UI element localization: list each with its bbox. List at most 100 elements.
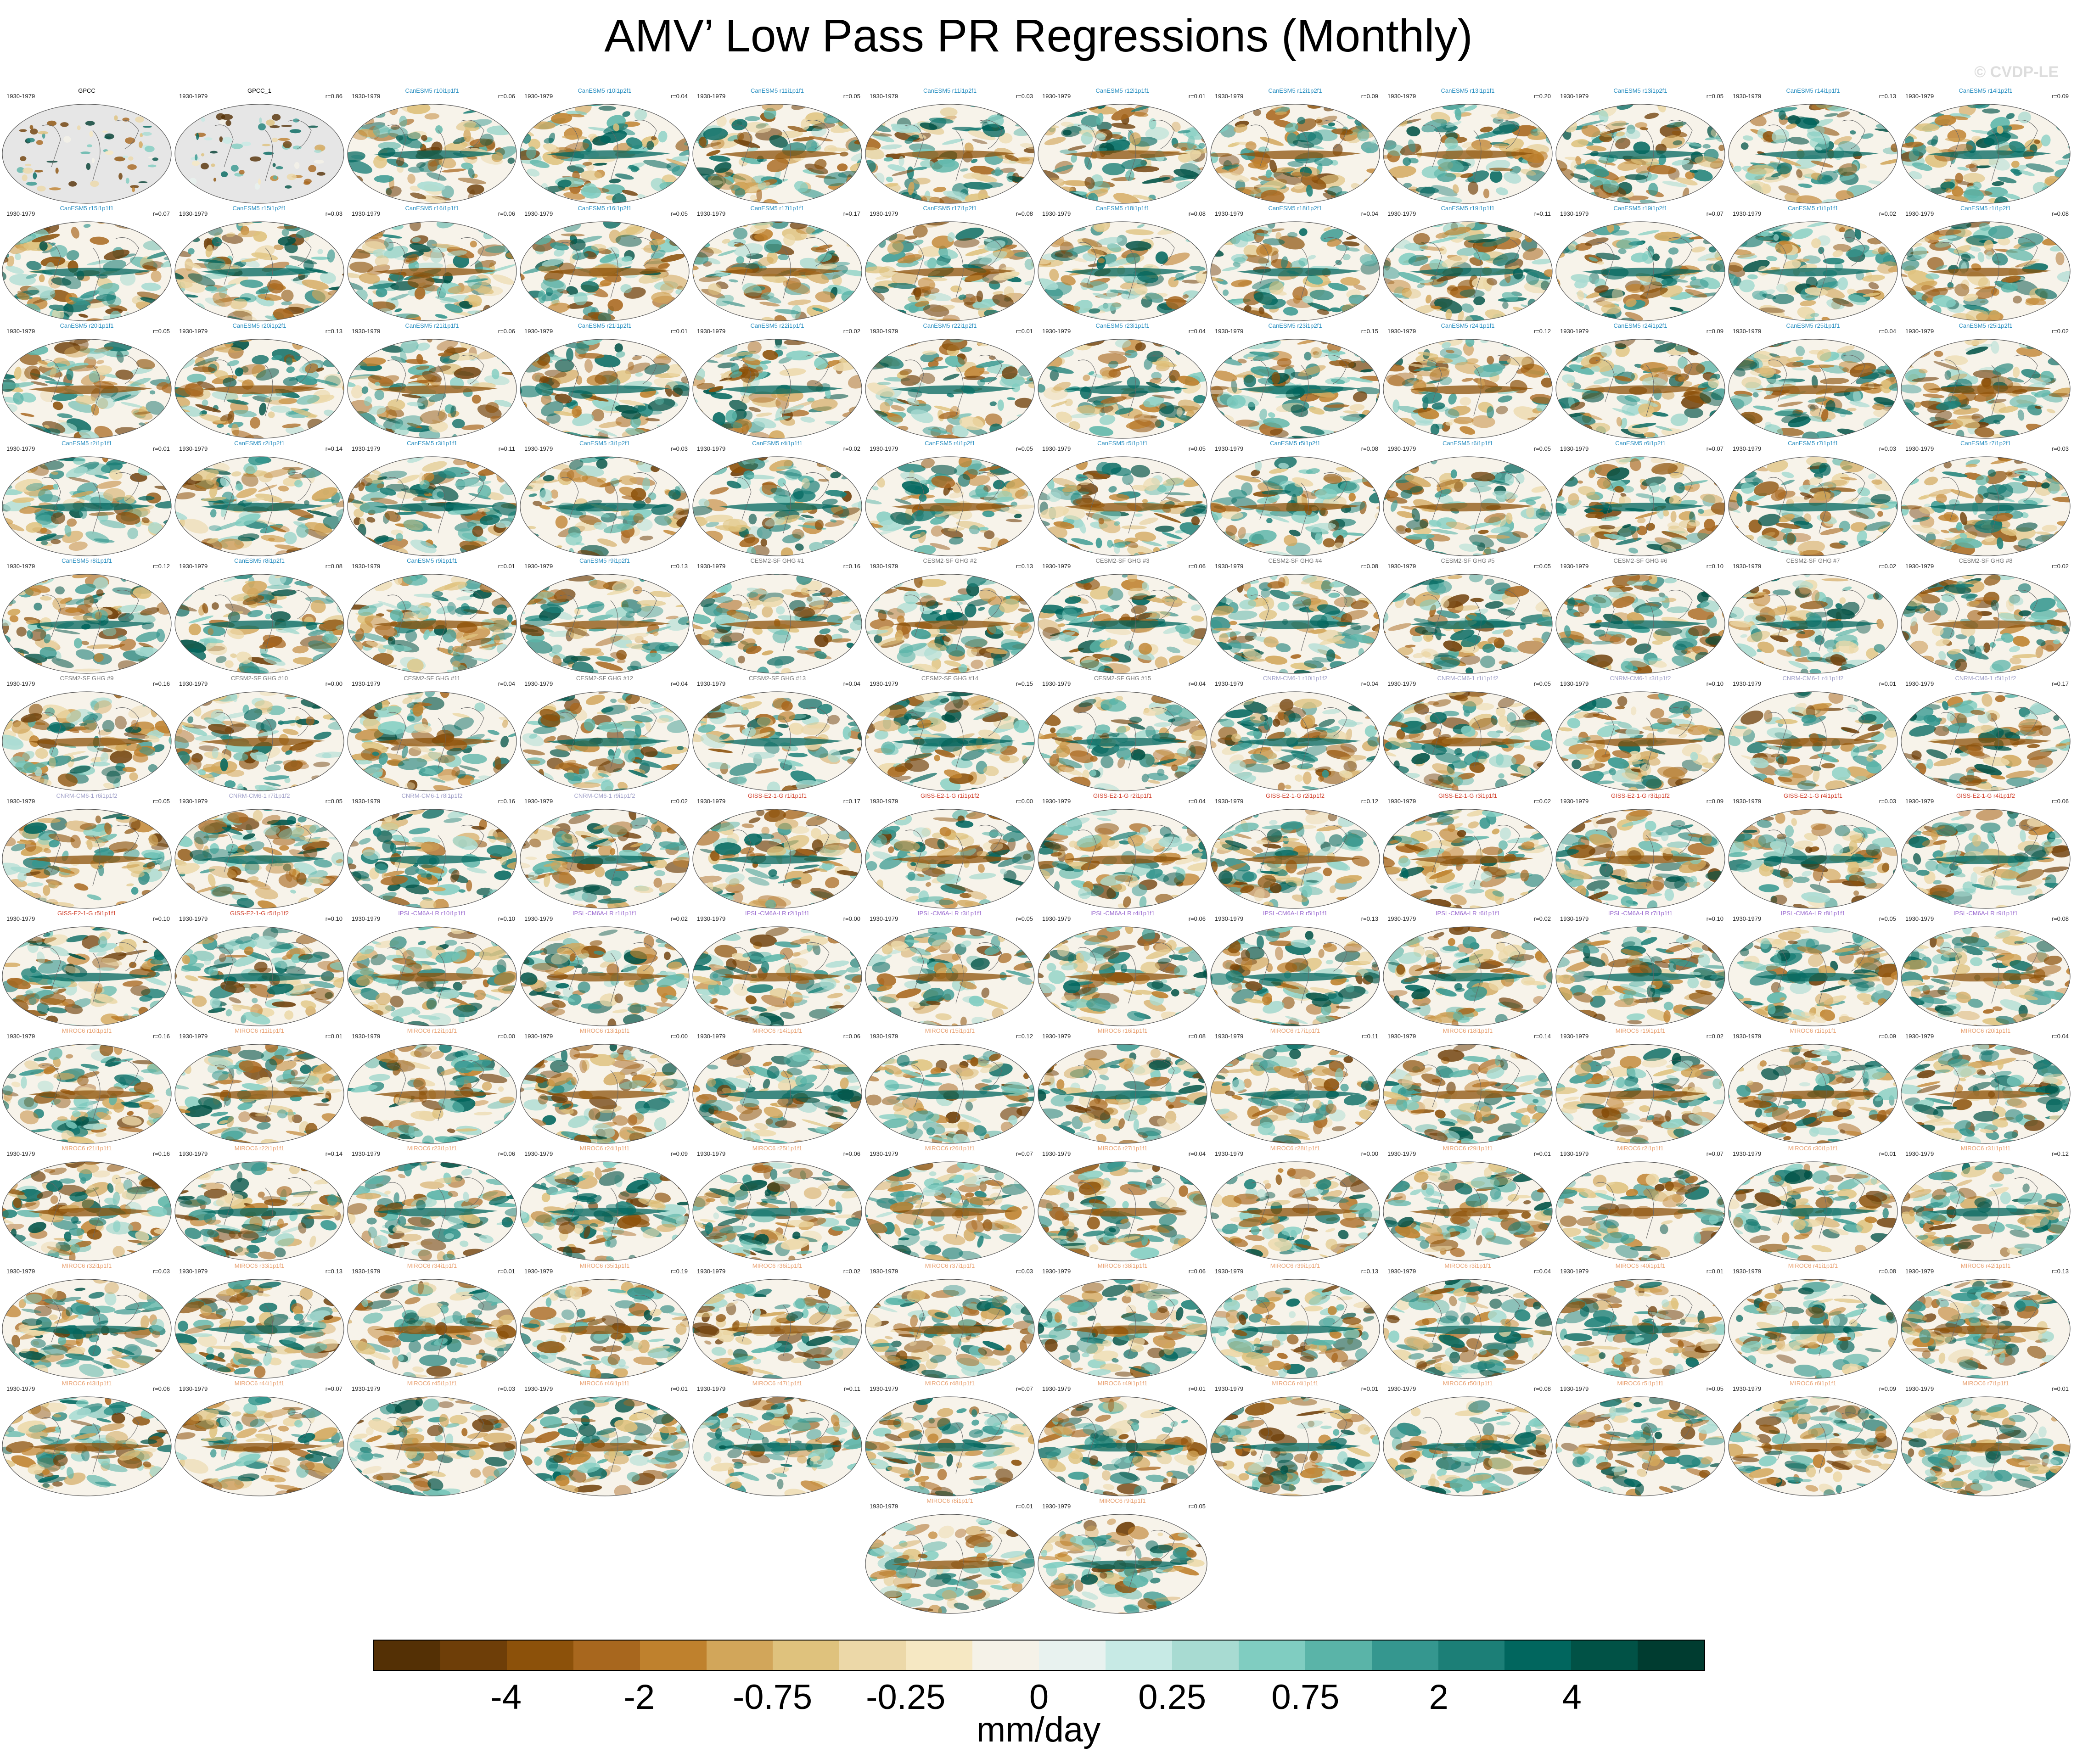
- map-panel: 1930-1979 CanESM5 r10i1p1f1 r=0.06: [346, 87, 518, 207]
- panel-title: CanESM5 r3i1p1f1: [346, 440, 518, 447]
- map-panel: 1930-1979 GISS-E2-1-G r1i1p1f2 r=0.00: [864, 792, 1036, 912]
- panel-period: 1930-1979: [1905, 445, 1934, 453]
- panel-pattern-correlation: r=0.14: [326, 445, 342, 453]
- panel-period: 1930-1979: [1560, 1033, 1589, 1040]
- panel-period: 1930-1979: [524, 798, 553, 805]
- panel-period: 1930-1979: [1387, 798, 1416, 805]
- colorbar-swatch: [906, 1641, 973, 1670]
- map-panel: 1930-1979 MIROC6 r16i1p1f1 r=0.08: [1037, 1027, 1208, 1147]
- panel-title: CNRM-CM6-1 r4i1p1f2: [1727, 675, 1899, 682]
- robinson-map: [865, 1396, 1035, 1496]
- panel-title: CanESM5 r8i1p1f1: [1, 557, 173, 565]
- panel-period: 1930-1979: [1560, 1268, 1589, 1275]
- map-panel: 1930-1979 GPCC_1 r=0.86: [174, 87, 345, 207]
- panel-period: 1930-1979: [870, 915, 898, 923]
- panel-pattern-correlation: r=0.01: [1707, 1268, 1723, 1275]
- panel-title: CanESM5 r11i1p2f1: [864, 87, 1036, 95]
- map-panel: 1930-1979 MIROC6 r17i1p1f1 r=0.11: [1209, 1027, 1381, 1147]
- robinson-map: [2, 104, 172, 204]
- panel-period: 1930-1979: [1387, 1033, 1416, 1040]
- map-panel: 1930-1979 CESM2-SF GHG #8 r=0.02: [1900, 557, 2071, 677]
- panel-pattern-correlation: r=0.05: [1534, 563, 1551, 570]
- panel-pattern-correlation: r=0.05: [153, 798, 170, 805]
- panel-pattern-correlation: r=0.02: [843, 328, 860, 335]
- panel-title: CanESM5 r5i1p1f1: [1037, 440, 1208, 447]
- panel-pattern-correlation: r=0.13: [1016, 563, 1033, 570]
- robinson-map: [174, 691, 344, 791]
- panel-pattern-correlation: r=0.08: [2052, 210, 2069, 218]
- panel-period: 1930-1979: [6, 210, 35, 218]
- robinson-map: [2, 1279, 172, 1379]
- panel-period: 1930-1979: [524, 1150, 553, 1158]
- panel-title: CNRM-CM6-1 r9i1p1f2: [519, 792, 690, 800]
- panel-pattern-correlation: r=0.03: [326, 210, 342, 218]
- panel-period: 1930-1979: [1733, 1268, 1761, 1275]
- robinson-map: [174, 574, 344, 674]
- robinson-map: [692, 574, 862, 674]
- panel-period: 1930-1979: [6, 328, 35, 335]
- panel-period: 1930-1979: [1733, 680, 1761, 688]
- panel-title: GPCC: [1, 87, 173, 95]
- panel-title: CNRM-CM6-1 r5i1p1f2: [1900, 675, 2071, 682]
- robinson-map: [1728, 104, 1898, 204]
- robinson-map: [1901, 574, 2071, 674]
- panel-pattern-correlation: r=0.19: [671, 1268, 688, 1275]
- panel-period: 1930-1979: [1042, 93, 1071, 100]
- robinson-map: [1383, 1044, 1553, 1144]
- panel-title: CanESM5 r1i1p1f1: [1727, 205, 1899, 212]
- panel-pattern-correlation: r=0.08: [1189, 210, 1206, 218]
- robinson-map: [520, 1161, 690, 1261]
- robinson-map: [520, 339, 690, 439]
- map-panel: 1930-1979 CanESM5 r17i1p2f1 r=0.08: [864, 205, 1036, 324]
- panel-period: 1930-1979: [6, 1033, 35, 1040]
- panel-pattern-correlation: r=0.03: [2052, 445, 2069, 453]
- panel-period: 1930-1979: [1387, 1150, 1416, 1158]
- robinson-map: [347, 1279, 517, 1379]
- map-panel: 1930-1979 MIROC6 r22i1p1f1 r=0.14: [174, 1145, 345, 1264]
- panel-pattern-correlation: r=0.08: [1361, 563, 1378, 570]
- panel-title: MIROC6 r1i1p1f1: [1727, 1027, 1899, 1035]
- panel-pattern-correlation: r=0.13: [1361, 1268, 1378, 1275]
- map-panel: 1930-1979 CanESM5 r20i1p1f1 r=0.05: [1, 322, 173, 442]
- panel-title: CNRM-CM6-1 r6i1p1f2: [1, 792, 173, 800]
- map-panel: 1930-1979 MIROC6 r39i1p1f1 r=0.13: [1209, 1262, 1381, 1382]
- panel-title: CESM2-SF GHG #2: [864, 557, 1036, 565]
- panel-title: CanESM5 r6i1p1f1: [1382, 440, 1554, 447]
- panel-pattern-correlation: r=0.05: [1707, 1385, 1723, 1393]
- map-panel: 1930-1979 MIROC6 r40i1p1f1 r=0.01: [1555, 1262, 1726, 1382]
- robinson-map: [347, 809, 517, 909]
- map-panel: 1930-1979 MIROC6 r3i1p1f1 r=0.04: [1382, 1262, 1554, 1382]
- map-panel: 1930-1979 MIROC6 r29i1p1f1 r=0.01: [1382, 1145, 1554, 1264]
- panel-title: MIROC6 r32i1p1f1: [1, 1262, 173, 1270]
- robinson-map: [1728, 574, 1898, 674]
- map-panel: 1930-1979 IPSL-CM6A-LR r9i1p1f1 r=0.08: [1900, 910, 2071, 1029]
- map-panel: 1930-1979 CESM2-SF GHG #4 r=0.08: [1209, 557, 1381, 677]
- panel-pattern-correlation: r=0.06: [498, 210, 515, 218]
- robinson-map: [1555, 456, 1725, 556]
- robinson-map: [520, 1044, 690, 1144]
- robinson-map: [1038, 104, 1207, 204]
- panel-period: 1930-1979: [1733, 445, 1761, 453]
- panel-period: 1930-1979: [1905, 915, 1934, 923]
- robinson-map: [347, 574, 517, 674]
- panel-title: CanESM5 r22i1p1f1: [691, 322, 863, 330]
- panel-period: 1930-1979: [1905, 680, 1934, 688]
- panel-pattern-correlation: r=0.08: [1879, 1268, 1896, 1275]
- robinson-map: [1555, 221, 1725, 321]
- panel-period: 1930-1979: [697, 1268, 725, 1275]
- robinson-map: [1210, 926, 1380, 1026]
- panel-pattern-correlation: r=0.14: [326, 1150, 342, 1158]
- panel-title: CESM2-SF GHG #15: [1037, 675, 1208, 682]
- robinson-map: [1728, 1279, 1898, 1379]
- map-panel: 1930-1979 MIROC6 r5i1p1f1 r=0.05: [1555, 1380, 1726, 1499]
- panel-period: 1930-1979: [352, 328, 380, 335]
- robinson-map: [2, 1161, 172, 1261]
- panel-title: MIROC6 r27i1p1f1: [1037, 1145, 1208, 1152]
- map-panel: 1930-1979 CanESM5 r6i1p1f1 r=0.05: [1382, 440, 1554, 559]
- panel-period: 1930-1979: [352, 798, 380, 805]
- panel-period: 1930-1979: [870, 1385, 898, 1393]
- panel-title: MIROC6 r49i1p1f1: [1037, 1380, 1208, 1387]
- map-panel: 1930-1979 CanESM5 r4i1p1f1 r=0.02: [691, 440, 863, 559]
- panel-title: CanESM5 r24i1p1f1: [1382, 322, 1554, 330]
- panel-pattern-correlation: r=0.11: [1534, 210, 1551, 218]
